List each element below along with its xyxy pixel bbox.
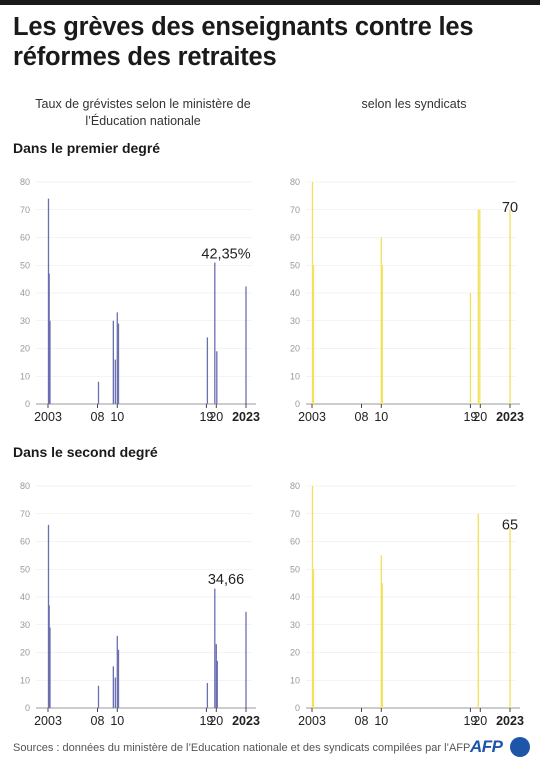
y-tick-label: 60 xyxy=(290,233,300,243)
x-tick-label: 2003 xyxy=(34,714,62,728)
x-tick-label: 19 xyxy=(463,410,477,424)
y-tick-label: 60 xyxy=(290,537,300,547)
y-tick-label: 10 xyxy=(20,371,30,381)
y-tick-label: 20 xyxy=(20,648,30,658)
y-tick-label: 10 xyxy=(20,675,30,685)
y-tick-label: 70 xyxy=(20,205,30,215)
data-label: 65 xyxy=(502,518,518,534)
afp-logo-text: AFP xyxy=(470,737,503,756)
y-tick-label: 20 xyxy=(290,648,300,658)
y-tick-label: 10 xyxy=(290,675,300,685)
column-heading-ministry: Taux de grévistes selon le ministère de … xyxy=(35,97,251,128)
top-rule xyxy=(0,0,540,5)
source-note: Sources : données du ministère de l’Educ… xyxy=(13,742,471,754)
y-tick-label: 0 xyxy=(295,399,300,409)
y-tick-label: 20 xyxy=(290,344,300,354)
column-heading-unions: selon les syndicats xyxy=(361,97,467,111)
y-tick-label: 80 xyxy=(290,177,300,187)
x-tick-label: 19 xyxy=(463,714,477,728)
x-tick-label: 10 xyxy=(374,714,388,728)
y-tick-label: 40 xyxy=(20,592,30,602)
section-heading-secondary: Dans le second degré xyxy=(13,444,158,460)
y-tick-label: 50 xyxy=(20,260,30,270)
x-tick-label: 19 xyxy=(199,714,213,728)
x-tick-label: 10 xyxy=(110,410,124,424)
x-tick-label: 2023 xyxy=(232,410,260,424)
y-tick-label: 70 xyxy=(20,509,30,519)
x-tick-label: 08 xyxy=(355,714,369,728)
x-tick-label: 08 xyxy=(91,410,105,424)
afp-logo-dot-icon xyxy=(510,737,530,757)
y-tick-label: 70 xyxy=(290,205,300,215)
x-tick-label: 08 xyxy=(355,410,369,424)
x-tick-label: 2023 xyxy=(496,410,524,424)
x-tick-label: 2023 xyxy=(232,714,260,728)
x-tick-label: 10 xyxy=(110,714,124,728)
data-label: 70 xyxy=(502,200,518,216)
y-tick-label: 40 xyxy=(290,288,300,298)
y-tick-label: 30 xyxy=(290,620,300,630)
y-tick-label: 80 xyxy=(290,481,300,491)
x-tick-label: 20 xyxy=(473,714,487,728)
y-tick-label: 40 xyxy=(20,288,30,298)
afp-logo: AFP xyxy=(470,736,530,760)
y-tick-label: 30 xyxy=(20,620,30,630)
page-title: Les grèves des enseignants contre les ré… xyxy=(13,13,474,71)
data-label: 42,35% xyxy=(201,246,250,262)
x-tick-label: 19 xyxy=(199,410,213,424)
x-tick-label: 10 xyxy=(374,410,388,424)
y-tick-label: 50 xyxy=(290,564,300,574)
y-tick-label: 80 xyxy=(20,481,30,491)
y-tick-label: 30 xyxy=(290,316,300,326)
data-label: 34,66 xyxy=(208,572,244,588)
x-tick-label: 08 xyxy=(91,714,105,728)
x-tick-label: 2023 xyxy=(496,714,524,728)
y-tick-label: 0 xyxy=(25,703,30,713)
y-tick-label: 40 xyxy=(290,592,300,602)
y-tick-label: 0 xyxy=(25,399,30,409)
x-tick-label: 20 xyxy=(209,410,223,424)
x-tick-label: 20 xyxy=(209,714,223,728)
x-tick-label: 2003 xyxy=(34,410,62,424)
y-tick-label: 70 xyxy=(290,509,300,519)
y-tick-label: 50 xyxy=(290,260,300,270)
y-tick-label: 80 xyxy=(20,177,30,187)
section-heading-primary: Dans le premier degré xyxy=(13,140,161,156)
y-tick-label: 20 xyxy=(20,344,30,354)
x-tick-label: 2003 xyxy=(298,410,326,424)
y-tick-label: 10 xyxy=(290,371,300,381)
x-tick-label: 20 xyxy=(473,410,487,424)
y-tick-label: 50 xyxy=(20,564,30,574)
x-tick-label: 2003 xyxy=(298,714,326,728)
y-tick-label: 0 xyxy=(295,703,300,713)
y-tick-label: 60 xyxy=(20,537,30,547)
y-tick-label: 30 xyxy=(20,316,30,326)
y-tick-label: 60 xyxy=(20,233,30,243)
